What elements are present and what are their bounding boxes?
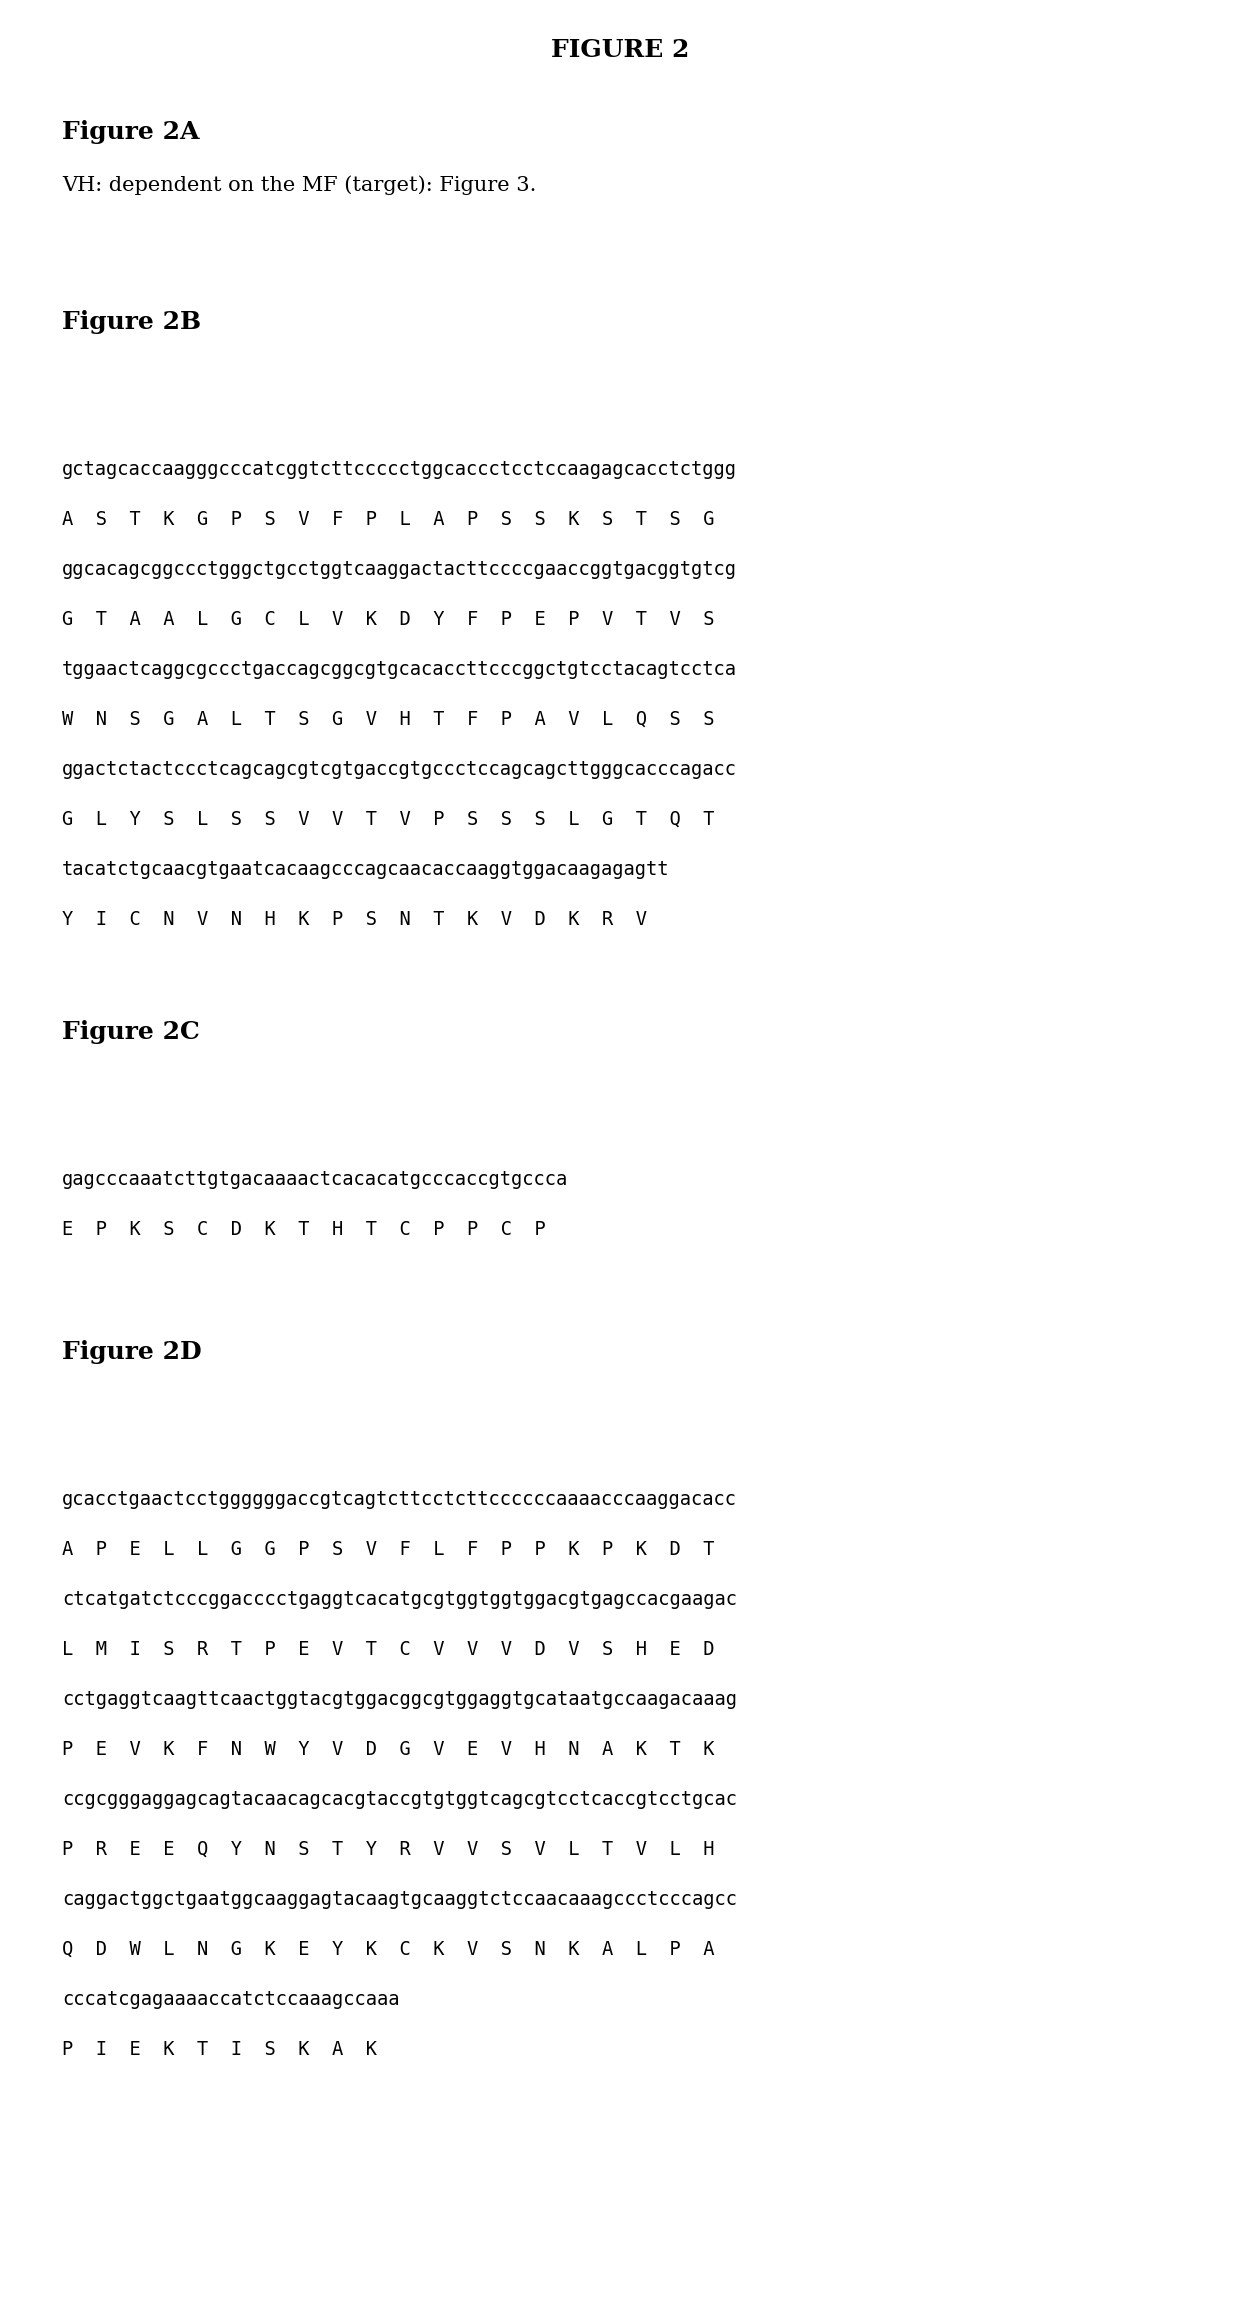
Text: W  N  S  G  A  L  T  S  G  V  H  T  F  P  A  V  L  Q  S  S: W N S G A L T S G V H T F P A V L Q S S xyxy=(62,710,714,729)
Text: P  R  E  E  Q  Y  N  S  T  Y  R  V  V  S  V  L  T  V  L  H: P R E E Q Y N S T Y R V V S V L T V L H xyxy=(62,1840,714,1858)
Text: ctcatgatctcccggacccctgaggtcacatgcgtggtggtggacgtgagccacgaagac: ctcatgatctcccggacccctgaggtcacatgcgtggtgg… xyxy=(62,1590,737,1608)
Text: ggactctactccctcagcagcgtcgtgaccgtgccctccagcagcttgggcacccagacc: ggactctactccctcagcagcgtcgtgaccgtgccctcca… xyxy=(62,759,737,780)
Text: G  T  A  A  L  G  C  L  V  K  D  Y  F  P  E  P  V  T  V  S: G T A A L G C L V K D Y F P E P V T V S xyxy=(62,611,714,629)
Text: G  L  Y  S  L  S  S  V  V  T  V  P  S  S  S  L  G  T  Q  T: G L Y S L S S V V T V P S S S L G T Q T xyxy=(62,810,714,828)
Text: Q  D  W  L  N  G  K  E  Y  K  C  K  V  S  N  K  A  L  P  A: Q D W L N G K E Y K C K V S N K A L P A xyxy=(62,1939,714,1960)
Text: P  I  E  K  T  I  S  K  A  K: P I E K T I S K A K xyxy=(62,2041,377,2059)
Text: gagcccaaatcttgtgacaaaactcacacatgcccaccgtgccca: gagcccaaatcttgtgacaaaactcacacatgcccaccgt… xyxy=(62,1171,568,1189)
Text: FIGURE 2: FIGURE 2 xyxy=(551,37,689,62)
Text: A  S  T  K  G  P  S  V  F  P  L  A  P  S  S  K  S  T  S  G: A S T K G P S V F P L A P S S K S T S G xyxy=(62,509,714,530)
Text: cctgaggtcaagttcaactggtacgtggacggcgtggaggtgcataatgccaagacaaag: cctgaggtcaagttcaactggtacgtggacggcgtggagg… xyxy=(62,1689,737,1710)
Text: Figure 2D: Figure 2D xyxy=(62,1340,202,1363)
Text: P  E  V  K  F  N  W  Y  V  D  G  V  E  V  H  N  A  K  T  K: P E V K F N W Y V D G V E V H N A K T K xyxy=(62,1740,714,1759)
Text: Figure 2B: Figure 2B xyxy=(62,310,201,333)
Text: A  P  E  L  L  G  G  P  S  V  F  L  F  P  P  K  P  K  D  T: A P E L L G G P S V F L F P P K P K D T xyxy=(62,1541,714,1560)
Text: gctagcaccaagggcccatcggtcttccccctggcaccctcctccaagagcacctctggg: gctagcaccaagggcccatcggtcttccccctggcaccct… xyxy=(62,460,737,479)
Text: E  P  K  S  C  D  K  T  H  T  C  P  P  C  P: E P K S C D K T H T C P P C P xyxy=(62,1219,546,1238)
Text: L  M  I  S  R  T  P  E  V  T  C  V  V  V  D  V  S  H  E  D: L M I S R T P E V T C V V V D V S H E D xyxy=(62,1641,714,1659)
Text: tggaactcaggcgccctgaccagcggcgtgcacaccttcccggctgtcctacagtcctca: tggaactcaggcgccctgaccagcggcgtgcacaccttcc… xyxy=(62,659,737,678)
Text: VH: dependent on the MF (target): Figure 3.: VH: dependent on the MF (target): Figure… xyxy=(62,176,537,194)
Text: Figure 2A: Figure 2A xyxy=(62,120,200,143)
Text: Figure 2C: Figure 2C xyxy=(62,1020,200,1044)
Text: ggcacagcggccctgggctgcctggtcaaggactacttccccgaaccggtgacggtgtcg: ggcacagcggccctgggctgcctggtcaaggactacttcc… xyxy=(62,560,737,578)
Text: caggactggctgaatggcaaggagtacaagtgcaaggtctccaacaaagccctcccagcc: caggactggctgaatggcaaggagtacaagtgcaaggtct… xyxy=(62,1891,737,1909)
Text: tacatctgcaacgtgaatcacaagcccagcaacaccaaggtggacaagagagtt: tacatctgcaacgtgaatcacaagcccagcaacaccaagg… xyxy=(62,861,670,879)
Text: ccgcgggaggagcagtacaacagcacgtaccgtgtggtcagcgtcctcaccgtcctgcac: ccgcgggaggagcagtacaacagcacgtaccgtgtggtca… xyxy=(62,1791,737,1810)
Text: cccatcgagaaaaccatctccaaagccaaa: cccatcgagaaaaccatctccaaagccaaa xyxy=(62,1990,399,2009)
Text: Y  I  C  N  V  N  H  K  P  S  N  T  K  V  D  K  R  V: Y I C N V N H K P S N T K V D K R V xyxy=(62,909,647,928)
Text: gcacctgaactcctggggggaccgtcagtcttcctcttccccccaaaacccaaggacacc: gcacctgaactcctggggggaccgtcagtcttcctcttcc… xyxy=(62,1490,737,1509)
